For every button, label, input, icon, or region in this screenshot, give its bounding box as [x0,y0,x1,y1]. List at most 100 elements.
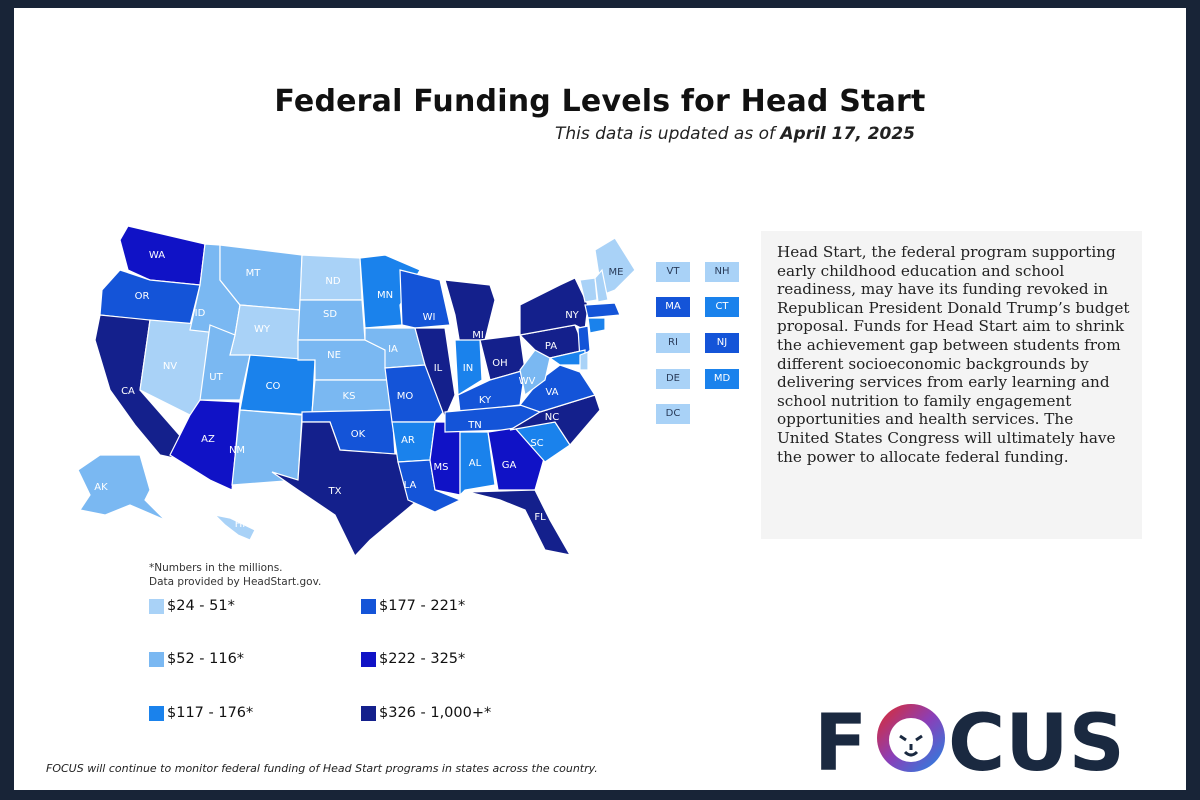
svg-text:MI: MI [472,330,484,341]
svg-text:KS: KS [343,391,356,402]
box-VT: VT [656,262,690,282]
svg-text:OH: OH [492,358,507,369]
svg-text:AZ: AZ [201,434,215,445]
svg-text:ID: ID [195,308,206,319]
svg-text:NM: NM [229,445,245,456]
state-TX [271,421,419,558]
box-MA: MA [656,297,690,317]
state-WV [519,349,551,397]
box-CT: CT [705,297,739,317]
state-DE-map [579,351,589,371]
svg-text:MO: MO [397,391,414,402]
svg-text:GA: GA [502,460,517,471]
svg-text:ME: ME [609,267,624,278]
subtitle-prefix: This data is updated as of [554,124,781,144]
footnote-millions: *Numbers in the millions. [149,562,283,574]
svg-text:PA: PA [545,341,557,352]
logo-letters-cus: CUS [948,699,1125,776]
legend-swatch [149,598,164,614]
bottom-note: FOCUS will continue to monitor federal f… [46,762,598,775]
subtitle-date: April 17, 2025 [780,124,916,144]
svg-text:OR: OR [135,291,150,302]
state-SD [297,299,366,341]
state-AL [459,431,496,497]
svg-text:MT: MT [246,268,262,279]
svg-text:WI: WI [423,312,436,323]
legend-label: $326 - 1,000+* [379,705,492,721]
svg-text:NC: NC [545,412,559,423]
legend-item-6: $326 - 1,000+* [361,705,491,721]
svg-text:NY: NY [565,310,579,321]
state-AZ [169,399,241,491]
svg-text:WV: WV [519,376,536,387]
svg-text:AK: AK [94,482,108,493]
svg-text:AL: AL [469,458,482,469]
box-DE: DE [656,369,690,389]
svg-text:IA: IA [388,344,398,355]
svg-text:SD: SD [323,309,337,320]
svg-text:FL: FL [534,512,546,523]
legend-item-4: $177 - 221* [361,598,465,614]
state-HI [213,514,256,541]
state-MS [429,421,461,496]
svg-text:MN: MN [377,290,393,301]
svg-text:MS: MS [434,462,449,473]
svg-text:UT: UT [209,372,223,383]
svg-text:IN: IN [463,363,473,374]
svg-text:HI: HI [235,519,245,530]
state-NH-map [594,268,609,303]
state-IN [454,339,483,397]
box-MD: MD [705,369,739,389]
state-AK [77,454,166,521]
state-NE-states [579,277,598,303]
lion-icon [877,704,945,772]
svg-text:LA: LA [404,480,417,491]
state-MA-map [584,302,621,319]
box-NH: NH [705,262,739,282]
legend-label: $24 - 51* [167,598,235,614]
box-RI: RI [656,333,690,353]
box-DC: DC [656,404,690,424]
svg-text:ND: ND [325,276,340,287]
footnote: *Numbers in the millions. Data provided … [149,561,321,589]
legend-label: $222 - 325* [379,651,466,667]
legend-item-3: $117 - 176* [149,705,253,721]
svg-text:VA: VA [545,387,558,398]
svg-text:WY: WY [254,324,271,335]
state-MI [444,279,496,346]
legend-swatch [361,651,376,667]
footnote-source: Data provided by HeadStart.gov. [149,576,322,588]
svg-text:OK: OK [351,429,366,440]
svg-text:NV: NV [163,361,177,372]
logo-letter-f: F [814,699,867,776]
legend-label: $117 - 176* [167,705,254,721]
legend-swatch [361,705,376,721]
state-labels: WA OR CA NV ID MT WY UT AZ CO NM ND SD N… [94,250,623,530]
legend-swatch [149,705,164,721]
state-KY [457,369,526,413]
legend-item-5: $222 - 325* [361,651,465,667]
svg-text:WA: WA [149,250,165,261]
state-IL [414,327,456,420]
svg-text:IL: IL [434,363,443,374]
us-funding-map: WA OR CA NV ID MT WY UT AZ CO NM ND SD N… [77,225,636,558]
svg-text:TX: TX [328,486,342,497]
state-WI [399,269,451,329]
svg-text:SC: SC [530,438,543,449]
legend-swatch [149,651,164,667]
svg-text:AR: AR [401,435,415,446]
legend-item-2: $52 - 116* [149,651,244,667]
state-CT-map [587,317,606,334]
box-NJ: NJ [705,333,739,353]
svg-text:CA: CA [121,386,135,397]
state-FL [467,489,572,556]
legend-swatch [361,598,376,614]
legend-label: $52 - 116* [167,651,245,667]
legend-label: $177 - 221* [379,598,466,614]
page-subtitle: This data is updated as of April 17, 202… [0,124,1200,144]
svg-text:CO: CO [266,381,281,392]
info-box: Head Start, the federal program supporti… [761,231,1142,539]
svg-text:TN: TN [467,420,482,431]
state-NY [519,277,589,336]
svg-text:KY: KY [479,395,492,406]
